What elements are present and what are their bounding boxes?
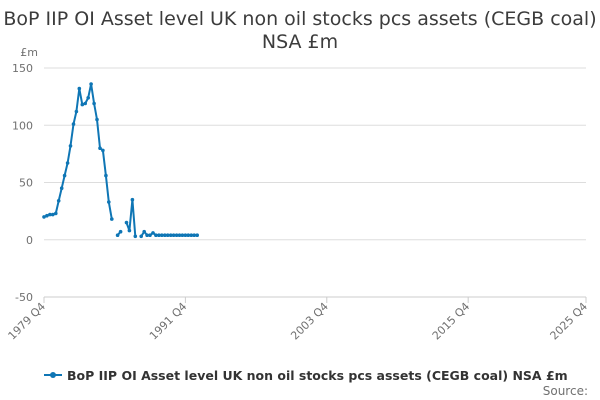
x-tick-label: 1979 Q4	[6, 300, 49, 343]
data-point	[65, 161, 70, 165]
data-point	[110, 217, 114, 221]
data-point	[89, 82, 93, 86]
data-point	[177, 233, 182, 237]
data-point	[80, 102, 85, 107]
data-point	[45, 213, 49, 218]
data-point	[130, 197, 135, 202]
data-point	[77, 86, 82, 91]
x-axis: 1979 Q4 1991 Q4 2003 Q4 2015 Q4 2025 Q4	[6, 297, 591, 343]
data-point	[133, 234, 138, 239]
data-point	[95, 117, 99, 122]
data-point	[71, 122, 76, 126]
data-point	[98, 146, 102, 150]
y-tick-label: 150	[12, 62, 33, 75]
data-point	[56, 199, 61, 203]
data-point	[157, 233, 161, 237]
legend-line-marker-icon	[44, 370, 62, 380]
data-point	[189, 233, 194, 237]
data-point	[163, 233, 167, 237]
data-point	[48, 212, 52, 217]
data-series	[42, 82, 199, 239]
data-point	[183, 233, 188, 237]
x-tick-label: 1991 Q4	[147, 300, 190, 343]
data-point	[139, 234, 143, 239]
data-point	[165, 233, 170, 237]
data-point	[145, 233, 149, 237]
data-point	[83, 101, 87, 106]
data-point	[68, 144, 73, 148]
chart-title: BoP IIP OI Asset level UK non oil stocks…	[3, 8, 597, 53]
series-line	[125, 198, 137, 237]
data-point	[92, 101, 96, 106]
data-point	[51, 212, 55, 217]
data-point	[101, 148, 105, 153]
y-axis: 150 100 50 0 -50	[12, 62, 33, 304]
data-point	[171, 233, 176, 237]
data-point	[160, 233, 164, 237]
y-axis-unit-label: £m	[20, 46, 38, 59]
legend-series-label: BoP IIP OI Asset level UK non oil stocks…	[67, 367, 568, 383]
data-point	[54, 211, 58, 216]
data-point	[192, 233, 196, 237]
data-point	[42, 215, 46, 219]
data-point	[59, 186, 64, 190]
legend[interactable]: BoP IIP OI Asset level UK non oil stocks…	[44, 366, 568, 384]
data-point	[86, 96, 90, 100]
data-point	[154, 233, 158, 237]
x-tick-label: 2025 Q4	[548, 300, 591, 343]
x-tick-label: 2003 Q4	[288, 300, 331, 343]
y-tick-label: -50	[15, 291, 33, 304]
data-point	[124, 220, 129, 225]
data-point	[62, 173, 67, 178]
source-label: Source:	[542, 384, 588, 398]
data-point	[186, 233, 191, 237]
data-point	[151, 231, 155, 235]
x-tick-label: 2015 Q4	[430, 300, 473, 343]
data-point	[104, 173, 108, 178]
data-point	[168, 233, 173, 237]
grid-lines	[44, 67, 586, 298]
data-point	[74, 109, 79, 114]
data-point	[148, 233, 152, 237]
data-point	[115, 233, 120, 237]
y-tick-label: 100	[12, 119, 33, 132]
data-point	[142, 229, 146, 234]
data-point	[174, 233, 179, 237]
data-point	[127, 228, 132, 233]
y-tick-label: 50	[19, 177, 33, 190]
data-point	[195, 233, 199, 237]
data-point	[107, 200, 111, 204]
data-point	[118, 229, 123, 234]
data-point	[180, 233, 185, 237]
y-tick-label: 0	[26, 234, 33, 247]
